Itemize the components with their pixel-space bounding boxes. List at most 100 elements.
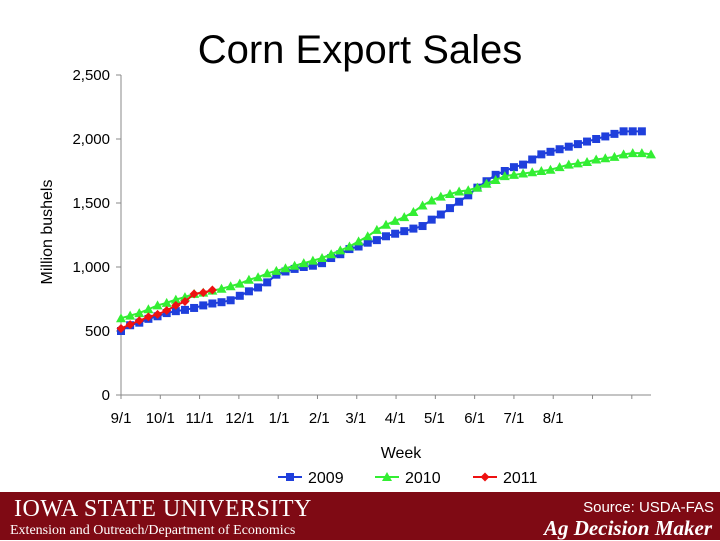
data-point-2010 bbox=[271, 265, 282, 275]
data-point-2010 bbox=[572, 158, 583, 168]
data-point-2010 bbox=[600, 153, 611, 163]
data-point-2010 bbox=[307, 255, 318, 265]
data-point-2010 bbox=[225, 281, 236, 291]
data-point-2011 bbox=[171, 300, 181, 310]
data-point-2010 bbox=[362, 231, 373, 241]
x-tick-label: 11/1 bbox=[186, 410, 214, 427]
data-point-2010 bbox=[591, 154, 602, 164]
data-point-2010 bbox=[381, 219, 391, 229]
data-point-2011 bbox=[116, 323, 126, 333]
data-point-2009 bbox=[537, 150, 546, 159]
data-point-2009 bbox=[263, 278, 272, 287]
data-point-2009 bbox=[217, 298, 226, 307]
data-point-2011 bbox=[153, 309, 163, 319]
data-point-2010 bbox=[508, 169, 519, 179]
data-point-2010 bbox=[554, 162, 565, 172]
data-point-2010 bbox=[116, 313, 126, 323]
data-point-2010 bbox=[280, 263, 291, 273]
y-tick-label: 1,500 bbox=[72, 195, 110, 212]
y-tick-label: 0 bbox=[102, 387, 110, 404]
data-point-2009 bbox=[199, 301, 208, 310]
data-point-2010 bbox=[582, 157, 593, 167]
data-point-2010 bbox=[134, 308, 145, 318]
data-point-2010 bbox=[262, 268, 273, 278]
legend-marker-2011 bbox=[480, 472, 490, 482]
data-point-2010 bbox=[335, 245, 346, 255]
data-point-2009 bbox=[592, 135, 601, 143]
data-point-2010 bbox=[326, 249, 337, 259]
data-point-2009 bbox=[555, 145, 564, 154]
data-point-2009 bbox=[180, 305, 189, 314]
y-tick-label: 2,000 bbox=[72, 131, 110, 148]
data-point-2010 bbox=[463, 185, 474, 195]
data-point-2010 bbox=[636, 148, 647, 158]
data-point-2010 bbox=[627, 148, 638, 158]
data-point-2010 bbox=[417, 200, 428, 210]
y-tick-label: 500 bbox=[85, 323, 110, 340]
data-point-2009 bbox=[564, 142, 573, 151]
data-point-2009 bbox=[363, 238, 372, 247]
data-point-2009 bbox=[619, 127, 628, 136]
x-tick-label: 3/1 bbox=[345, 410, 366, 427]
data-point-2009 bbox=[244, 287, 253, 296]
data-point-2010 bbox=[499, 171, 510, 181]
data-point-2010 bbox=[317, 253, 328, 263]
data-point-2009 bbox=[409, 224, 418, 233]
data-point-2010 bbox=[289, 260, 300, 270]
data-point-2009 bbox=[546, 147, 555, 156]
data-point-2011 bbox=[134, 316, 144, 326]
data-point-2010 bbox=[618, 149, 629, 159]
data-point-2011 bbox=[125, 320, 135, 330]
data-point-2010 bbox=[161, 297, 172, 307]
x-tick-label: 6/1 bbox=[464, 410, 485, 427]
data-point-2009 bbox=[171, 307, 180, 316]
x-tick-label: 12/1 bbox=[225, 410, 254, 427]
data-point-2009 bbox=[427, 215, 436, 224]
data-point-2009 bbox=[528, 155, 537, 164]
data-point-2010 bbox=[390, 215, 401, 225]
data-point-2010 bbox=[444, 189, 455, 199]
data-point-2010 bbox=[490, 174, 501, 184]
data-point-2010 bbox=[481, 178, 492, 188]
legend-marker-2010 bbox=[382, 472, 392, 481]
data-point-2010 bbox=[399, 212, 410, 222]
data-point-2009 bbox=[573, 140, 582, 149]
series-line-2009 bbox=[120, 130, 642, 332]
x-axis-title: Week bbox=[381, 445, 423, 462]
data-point-2009 bbox=[491, 170, 500, 179]
data-point-2010 bbox=[216, 283, 227, 293]
x-tick-label: 2/1 bbox=[309, 410, 330, 427]
data-point-2009 bbox=[436, 210, 445, 219]
data-point-2010 bbox=[527, 167, 538, 177]
iowa-state-logo: IOWA STATE UNIVERSITY bbox=[14, 496, 312, 522]
data-point-2009 bbox=[583, 137, 592, 146]
data-point-2011 bbox=[189, 289, 199, 299]
data-point-2010 bbox=[353, 236, 364, 246]
data-point-2009 bbox=[354, 242, 363, 251]
data-point-2011 bbox=[180, 297, 190, 307]
data-point-2009 bbox=[391, 229, 400, 238]
data-point-2009 bbox=[445, 204, 454, 213]
data-point-2010 bbox=[454, 186, 465, 196]
data-point-2009 bbox=[382, 232, 390, 241]
x-tick-label: 8/1 bbox=[543, 410, 564, 427]
data-point-2011 bbox=[143, 312, 153, 322]
source-label: Source: USDA-FAS bbox=[583, 499, 714, 516]
legend-label-2010: 2010 bbox=[405, 470, 441, 487]
x-tick-label: 1/1 bbox=[269, 410, 290, 427]
data-point-2010 bbox=[518, 168, 529, 178]
data-point-2010 bbox=[563, 159, 574, 169]
data-point-2010 bbox=[143, 304, 154, 314]
legend-label-2011: 2011 bbox=[503, 470, 538, 487]
data-point-2010 bbox=[125, 310, 136, 320]
data-point-2009 bbox=[637, 127, 646, 136]
data-point-2010 bbox=[152, 300, 163, 310]
data-point-2010 bbox=[646, 149, 656, 159]
data-point-2011 bbox=[207, 285, 217, 295]
data-point-2010 bbox=[435, 191, 446, 201]
data-point-2010 bbox=[234, 278, 245, 288]
footer-bar bbox=[0, 492, 720, 540]
data-point-2010 bbox=[243, 274, 254, 284]
department-label: Extension and Outreach/Department of Eco… bbox=[10, 523, 296, 538]
data-point-2010 bbox=[408, 206, 419, 216]
